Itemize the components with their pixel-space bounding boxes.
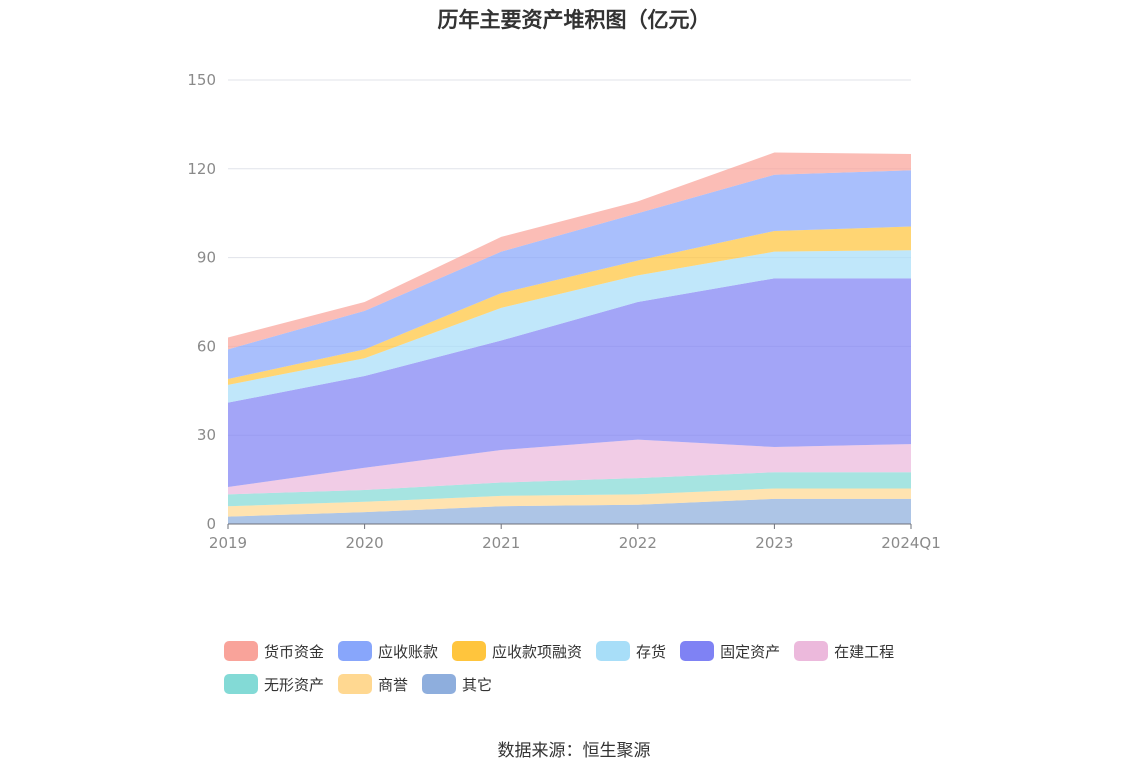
source-note: 数据来源：恒生聚源 (497, 741, 651, 761)
chart-title: 历年主要资产堆积图（亿元） (437, 8, 711, 32)
legend-item[interactable]: 固定资产 (680, 640, 780, 662)
area-series (228, 152, 911, 524)
legend-label: 存货 (636, 642, 667, 661)
y-tick-label: 90 (197, 249, 216, 267)
legend-label: 在建工程 (834, 642, 895, 661)
legend-label: 无形资产 (264, 675, 325, 694)
y-tick-label: 120 (187, 160, 216, 178)
x-tick-label: 2020 (346, 534, 384, 552)
legend-swatch (680, 641, 715, 661)
legend-label: 货币资金 (264, 642, 325, 661)
legend-swatch (338, 641, 373, 661)
legend-item[interactable]: 货币资金 (224, 640, 324, 662)
x-tick-label: 2023 (755, 534, 793, 552)
y-tick-label: 0 (206, 515, 216, 533)
legend-item[interactable]: 存货 (596, 640, 666, 662)
legend-swatch (224, 641, 258, 661)
area-series-8[interactable] (228, 152, 911, 350)
legend-label: 应收账款 (378, 642, 439, 661)
legend-item[interactable]: 应收款项融资 (452, 640, 582, 662)
area-series-2[interactable] (228, 472, 911, 507)
stacked-area-chart: 0 30 60 90 120 150 2019 2020 2021 2022 2023 2024Q1 (187, 71, 940, 552)
area-series-6[interactable] (228, 226, 911, 385)
area-series-0[interactable] (228, 498, 911, 524)
area-series-5[interactable] (228, 250, 911, 403)
legend-label: 商誉 (378, 675, 409, 694)
legend: 货币资金 应收账款 应收款项融资 存货 固定资产 在建工程无形资产 商誉 其它 (224, 640, 964, 695)
legend-item[interactable]: 应收账款 (338, 640, 438, 662)
legend-item[interactable]: 在建工程 (794, 640, 894, 662)
y-tick-label: 150 (187, 71, 216, 89)
legend-label: 应收款项融资 (492, 642, 583, 661)
area-series-4[interactable] (228, 278, 911, 487)
area-series-3[interactable] (228, 439, 911, 495)
legend-item[interactable]: 其它 (422, 673, 492, 695)
legend-swatch (224, 674, 258, 694)
legend-item[interactable]: 商誉 (338, 673, 408, 695)
x-tick-label: 2024Q1 (881, 534, 941, 552)
legend-swatch (338, 674, 373, 694)
y-tick-label: 30 (197, 426, 216, 444)
legend-swatch (596, 641, 631, 661)
axes: 0 30 60 90 120 150 2019 2020 2021 2022 2023 2024Q1 (187, 71, 940, 552)
legend-label: 固定资产 (720, 642, 781, 661)
area-series-1[interactable] (228, 488, 911, 517)
legend-item[interactable]: 无形资产 (224, 673, 324, 695)
area-series-7[interactable] (228, 170, 911, 379)
x-tick-label: 2022 (619, 534, 657, 552)
x-tick-label: 2019 (209, 534, 247, 552)
legend-swatch (422, 674, 457, 694)
legend-label: 其它 (462, 675, 493, 694)
y-tick-label: 60 (197, 337, 216, 355)
legend-swatch (794, 641, 829, 661)
legend-swatch (452, 641, 487, 661)
x-tick-label: 2021 (482, 534, 520, 552)
